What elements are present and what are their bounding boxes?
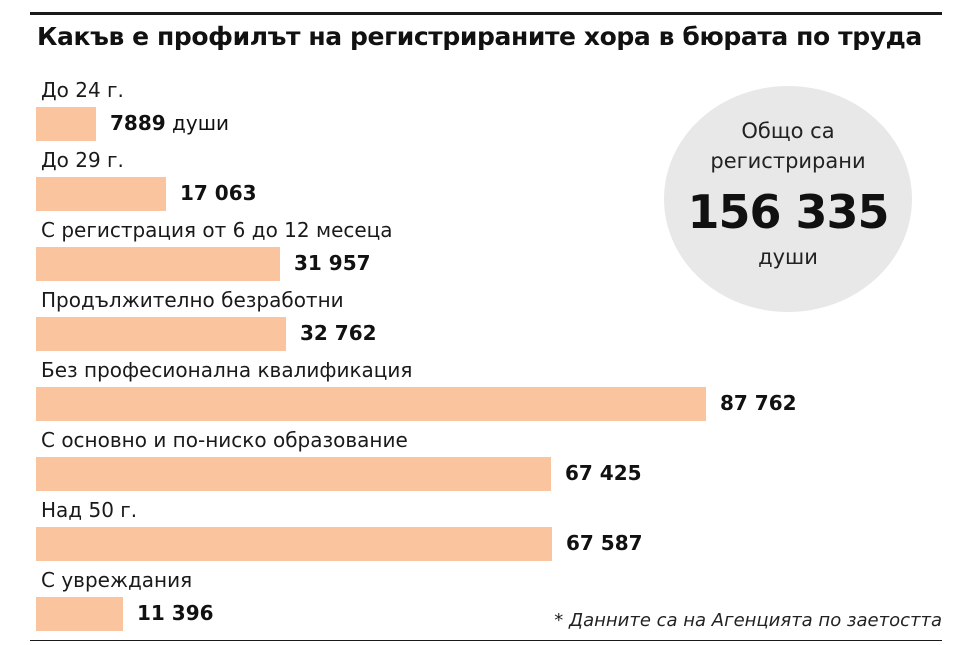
value-label: 31 957 (294, 251, 371, 275)
category-label: Продължително безработни (41, 288, 344, 312)
bar (36, 247, 280, 281)
total-value: 156 335 (687, 185, 889, 239)
bar (36, 457, 551, 491)
total-label-line1: Общо са (741, 119, 835, 143)
value-label: 32 762 (300, 321, 377, 345)
value-number: 7889 (110, 111, 166, 135)
category-label: Над 50 г. (41, 498, 138, 522)
top-rule (30, 12, 942, 15)
bar (36, 107, 96, 141)
category-label: С увреждания (41, 568, 193, 592)
bar (36, 317, 286, 351)
category-label: До 24 г. (41, 78, 124, 102)
bar (36, 177, 166, 211)
value-number: 32 762 (300, 321, 377, 345)
category-label: Без професионална квалификация (41, 358, 413, 382)
value-label: 17 063 (180, 181, 257, 205)
category-label: До 29 г. (41, 148, 124, 172)
value-number: 31 957 (294, 251, 371, 275)
value-number: 17 063 (180, 181, 257, 205)
chart-title: Какъв е профилът на регистрираните хора … (37, 22, 922, 51)
bottom-rule (30, 640, 942, 641)
total-unit: души (758, 245, 818, 269)
value-label: 7889 души (110, 111, 229, 135)
bar (36, 387, 706, 421)
value-number: 87 762 (720, 391, 797, 415)
value-number: 11 396 (137, 601, 214, 625)
category-label: С основно и по-ниско образование (41, 428, 408, 452)
value-label: 67 425 (565, 461, 642, 485)
total-circle: Общо са регистрирани 156 335 души (664, 86, 912, 312)
value-label: 67 587 (566, 531, 643, 555)
bar (36, 597, 123, 631)
value-label: 11 396 (137, 601, 214, 625)
category-label: С регистрация от 6 до 12 месеца (41, 218, 393, 242)
bar (36, 527, 552, 561)
source-note: * Данните са на Агенцията по заетостта (554, 610, 942, 631)
total-label-line2: регистрирани (710, 149, 866, 173)
value-label: 87 762 (720, 391, 797, 415)
value-number: 67 425 (565, 461, 642, 485)
value-number: 67 587 (566, 531, 643, 555)
value-unit: души (165, 111, 229, 135)
